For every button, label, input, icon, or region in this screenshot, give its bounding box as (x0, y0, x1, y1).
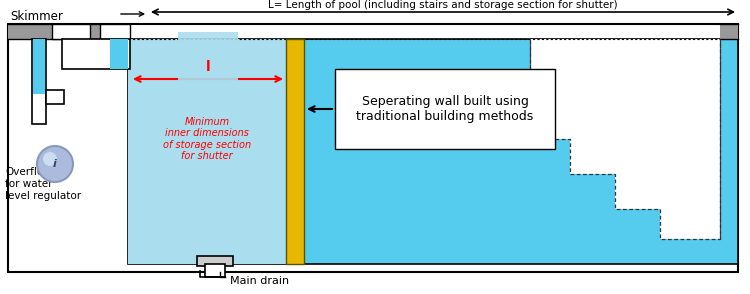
Text: i: i (53, 159, 57, 169)
Bar (8, 24, 128, 39)
Bar (33, 39, 45, 94)
Bar (128, 39, 293, 264)
Bar (286, 39, 304, 264)
Text: Seperating wall built using
traditional building methods: Seperating wall built using traditional … (356, 95, 534, 123)
Bar (100, 24, 130, 39)
Bar (62, 39, 130, 69)
Circle shape (37, 146, 73, 182)
Bar (110, 39, 128, 69)
Text: Skimmer: Skimmer (10, 10, 63, 23)
Polygon shape (530, 39, 720, 239)
Bar (46, 90, 64, 104)
Bar (720, 24, 738, 39)
Text: L= Length of pool (including stairs and storage section for shutter): L= Length of pool (including stairs and … (268, 0, 618, 10)
Circle shape (43, 152, 57, 166)
Text: l: l (206, 60, 210, 74)
Bar (52, 24, 90, 39)
Text: Main drain: Main drain (230, 276, 290, 286)
Bar (8, 24, 738, 272)
Text: Minimum
inner dimensions
of storage section
for shutter: Minimum inner dimensions of storage sect… (163, 117, 251, 161)
Bar (335, 69, 555, 149)
Bar (32, 39, 46, 124)
Bar (128, 39, 738, 264)
Bar (197, 256, 233, 266)
Bar (205, 264, 225, 277)
Text: Overflow
for water
level regulator: Overflow for water level regulator (5, 167, 81, 201)
